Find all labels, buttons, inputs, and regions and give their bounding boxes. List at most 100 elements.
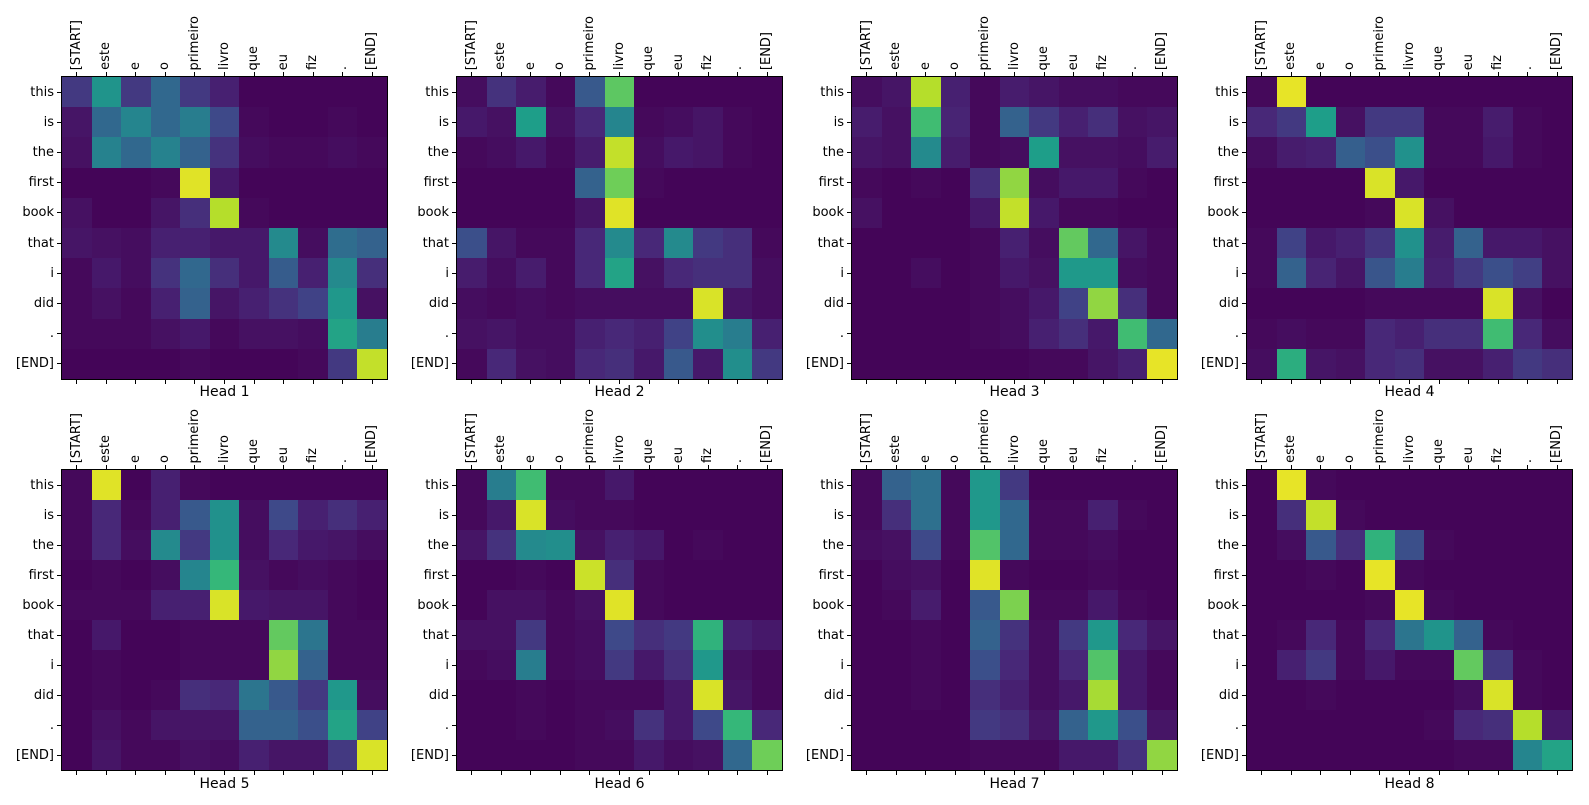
heatmap-cell [1029,620,1059,650]
heatmap-cell [209,228,240,259]
y-tick-mark [847,634,851,636]
x-tick-mark [1409,72,1410,76]
heatmap-cell [327,590,358,620]
x-tick-mark [1468,465,1470,469]
heatmap-cell [1058,620,1089,650]
heatmap-cell [516,258,546,289]
heatmap-cell [663,228,694,259]
heatmap-cell [1147,740,1177,770]
heatmap-cell [1365,620,1395,650]
x-tick-mark [954,72,956,76]
heatmap-cell [1117,590,1148,620]
x-tick-mark [253,465,255,469]
heatmap-cell [1306,348,1336,379]
x-tick-mark [1556,465,1558,469]
y-tick-label: this [820,84,844,100]
heatmap-cell [1394,137,1425,168]
x-tick-mark [1102,72,1104,76]
heatmap-cell [1117,288,1148,319]
x-tick-label: que [641,45,657,71]
heatmap-cell [752,197,782,228]
heatmap-cell [1147,258,1177,289]
heatmap-cell [545,530,576,560]
heatmap-cell [1058,77,1089,108]
heatmap-cell [298,560,328,590]
heatmap-cell [1276,77,1307,108]
heatmap-cell [940,137,971,168]
x-tick-mark [619,380,620,384]
heatmap-cell [575,197,605,228]
x-tick-mark [1409,771,1410,775]
heatmap-cell [121,228,151,259]
heatmap-cell [1483,680,1513,710]
heatmap-cell [209,710,240,740]
x-tick-mark [1073,380,1075,384]
subplot-title: Head 7 [989,776,1040,792]
heatmap-cell [1117,77,1148,108]
heatmap-cell [940,107,971,138]
heatmap-cell [150,77,181,108]
x-tick-mark [1014,465,1015,469]
heatmap-cell [1306,228,1336,259]
y-tick-mark [57,754,61,756]
x-tick-label: primeiro [1371,15,1387,71]
y-tick-label: that [1212,235,1239,251]
heatmap-cell [1424,650,1454,680]
heatmap-cell [1365,530,1395,560]
y-tick-label: book [812,597,844,613]
heatmap-cell [663,560,694,590]
heatmap-cell [1306,197,1336,228]
heatmap-cell [150,288,181,319]
heatmap-cell [663,77,694,108]
heatmap-cell [1483,470,1513,500]
x-tick-label: o [947,455,963,463]
y-tick-mark [57,574,61,576]
x-tick-label: o [552,455,568,463]
heatmap-cell [150,530,181,560]
heatmap-cell [486,620,517,650]
x-tick-mark [1320,771,1322,775]
heatmap-cell [1247,590,1277,620]
y-tick-label: this [425,84,449,100]
x-tick-mark [1438,465,1440,469]
x-tick-label: livro [216,435,232,463]
heatmap-cell [516,167,546,198]
x-tick-mark [530,771,532,775]
y-tick-label: that [817,627,844,643]
heatmap-cell [1029,288,1059,319]
x-tick-mark [105,380,107,384]
x-tick-mark [648,380,650,384]
heatmap-cell [911,348,941,379]
heatmap-cell [268,650,299,680]
heatmap-cell [911,258,941,289]
heatmap-cell [545,197,576,228]
y-tick-label: [END] [410,356,449,372]
heatmap-cell [911,197,941,228]
heatmap-cell [357,107,387,138]
heatmap-cell [121,107,151,138]
x-tick-mark [678,380,680,384]
x-tick-mark [1132,465,1134,469]
heatmap-cell [1276,137,1307,168]
heatmap-cell [1542,318,1572,349]
subplot-title: Head 2 [594,384,645,400]
heatmap-cell [1335,348,1366,379]
y-tick-mark [847,484,851,486]
heatmap-cell [180,348,210,379]
heatmap-cell [881,740,912,770]
x-tick-mark [500,72,502,76]
heatmap-cell [516,500,546,530]
heatmap-cell [1117,560,1148,590]
heatmap-cell [486,258,517,289]
x-tick-label: este [888,42,904,70]
heatmap-cell [1424,77,1454,108]
x-tick-mark [500,380,502,384]
heatmap-cell [1542,650,1572,680]
y-tick-label: [END] [1200,356,1239,372]
heatmap-cell [663,620,694,650]
heatmap-cell [693,710,723,740]
x-tick-mark [1014,771,1015,775]
x-tick-label: e [1312,62,1328,70]
heatmap-cell [722,167,753,198]
heatmap-cell [575,560,605,590]
